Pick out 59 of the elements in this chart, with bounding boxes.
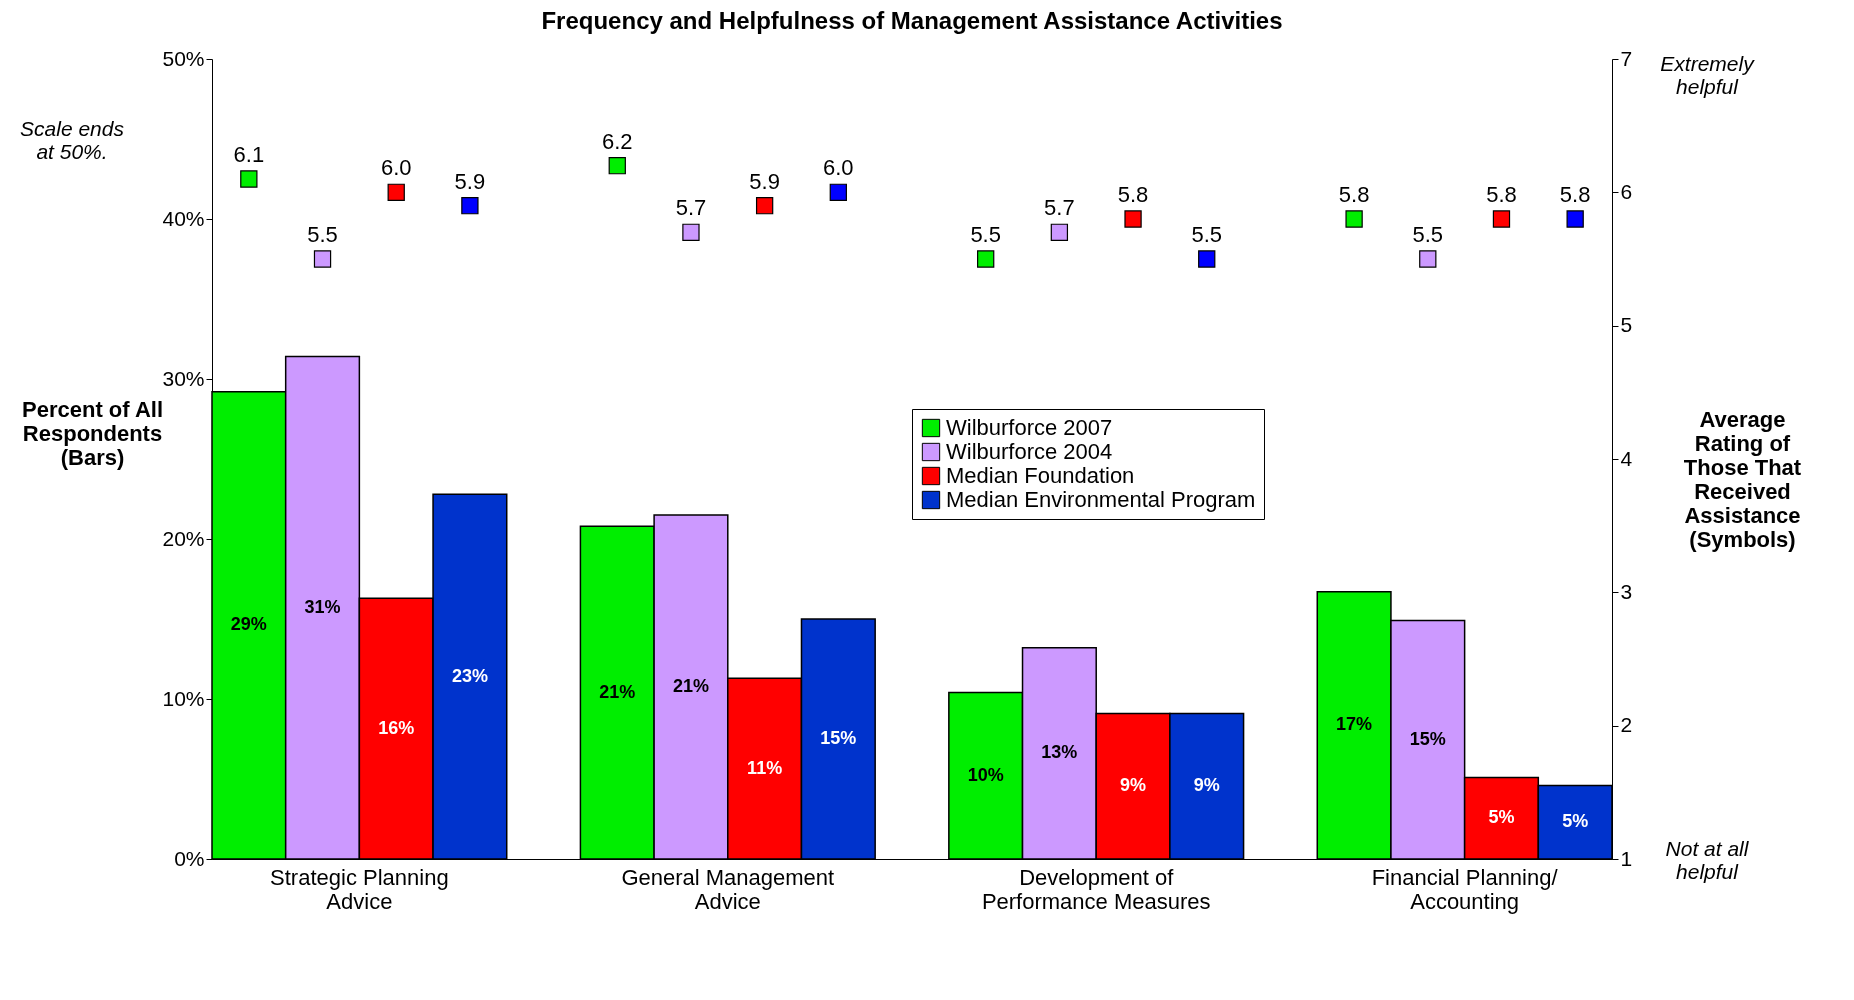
- y-tick-label: 20%: [162, 526, 205, 550]
- y2-tick-label: 6: [1620, 179, 1633, 203]
- y2-tick-label: 7: [1620, 46, 1633, 70]
- data-label: 21%: [599, 681, 636, 702]
- data-label: 5.5: [1191, 222, 1223, 247]
- data-label: 11%: [747, 757, 783, 778]
- y2-tick-label: 5: [1620, 313, 1633, 337]
- data-label: 5.7: [675, 195, 707, 221]
- y-axis-title: Percent of All Respondents (Bars): [22, 396, 163, 470]
- data-label: 5.9: [749, 168, 780, 194]
- data-label: 5.8: [1338, 182, 1370, 207]
- data-label: 21%: [672, 676, 709, 696]
- data-label: 10%: [967, 764, 1004, 785]
- y-tick-label: 40%: [162, 206, 205, 230]
- y2-tick-label: 4: [1620, 446, 1633, 470]
- data-label: 5%: [1488, 807, 1515, 828]
- x-tick-label: Development of Performance Measures: [981, 864, 1211, 914]
- y2-tick-label: 2: [1620, 713, 1633, 737]
- y-tick-label: 0%: [174, 846, 205, 870]
- data-label: 9%: [1120, 775, 1147, 796]
- data-label: 13%: [1041, 742, 1078, 763]
- data-label: 5.5: [1412, 222, 1444, 247]
- data-label: 15%: [820, 728, 857, 748]
- data-label: 5.5: [970, 222, 1001, 247]
- text: Not at all helpful: [1665, 837, 1750, 883]
- y2-axis-title: Average Rating of Those That Received Assistance (Symbols): [1683, 406, 1802, 552]
- data-label: 5.9: [454, 168, 486, 194]
- data-label: 16%: [378, 717, 415, 738]
- y-tick-label: 50%: [162, 46, 205, 70]
- data-label: 5.8: [1117, 182, 1149, 207]
- x-tick-label: Financial Planning/ Accounting: [1371, 864, 1559, 914]
- data-label: 5.7: [1044, 195, 1075, 221]
- data-label: 5%: [1562, 811, 1589, 832]
- y2-tick-label: 1: [1620, 846, 1633, 870]
- data-label: 5.8: [1559, 182, 1591, 207]
- data-label: 5.5: [307, 222, 338, 247]
- data-label: 17%: [1336, 714, 1373, 735]
- x-tick-label: General Management Advice: [621, 864, 835, 914]
- chart-title: Frequency and Helpfulness of Management Assistance Activities: [541, 7, 1283, 34]
- legend-label: Wilburforce 2004: [946, 439, 1113, 464]
- data-label: 15%: [1409, 728, 1446, 749]
- data-label: 31%: [304, 596, 341, 617]
- text: Extremely helpful: [1660, 52, 1756, 98]
- y2-tick-label: 3: [1620, 579, 1633, 603]
- legend-label: Median Foundation: [946, 463, 1135, 488]
- legend-label: Wilburforce 2007: [946, 415, 1113, 440]
- data-label: 6.0: [823, 155, 854, 181]
- x-tick-label: Strategic Planning Advice: [270, 864, 449, 914]
- data-label: 23%: [451, 665, 488, 686]
- data-label: 5.8: [1486, 182, 1517, 207]
- data-label: 29%: [230, 614, 267, 635]
- data-label: 6.0: [380, 155, 412, 181]
- y-tick-label: 10%: [162, 686, 205, 710]
- legend-label: Median Environmental Program: [946, 487, 1256, 512]
- data-label: 9%: [1193, 775, 1220, 796]
- y-tick-label: 30%: [162, 366, 205, 390]
- data-label: 6.1: [233, 142, 265, 167]
- data-label: 6.2: [601, 128, 633, 154]
- text: Scale ends at 50%.: [20, 117, 125, 163]
